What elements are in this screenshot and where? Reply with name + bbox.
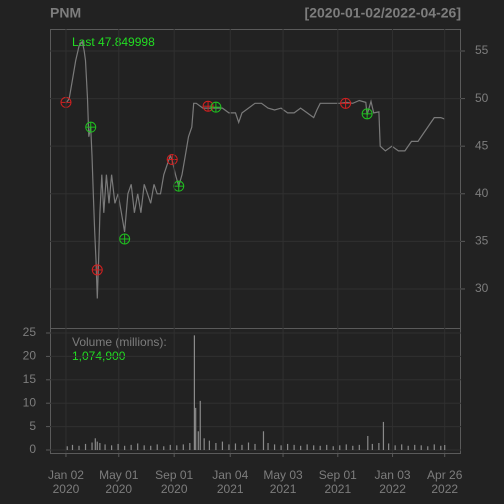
x-tick-label: May 01	[99, 468, 139, 482]
x-tick-year: 2020	[161, 482, 188, 496]
x-tick-year: 2021	[270, 482, 297, 496]
x-tick-label: Jan 03	[375, 468, 411, 482]
signal-marker	[166, 154, 178, 166]
x-tick-label: Sep 01	[319, 468, 357, 482]
x-tick-label: Jan 02	[48, 468, 84, 482]
x-tick-year: 2022	[431, 482, 458, 496]
x-tick-label: Sep 01	[155, 468, 193, 482]
signal-marker	[173, 180, 185, 192]
signal-marker	[210, 101, 222, 113]
signal-marker	[85, 121, 97, 133]
x-tick-year: 2020	[53, 482, 80, 496]
x-tick-label: May 03	[263, 468, 303, 482]
x-tick-label: Apr 26	[427, 468, 463, 482]
x-tick-year: 2020	[105, 482, 132, 496]
y-tick-label: 0	[29, 442, 36, 456]
chart-title: PNM	[50, 5, 81, 21]
y-tick-label: 45	[475, 138, 489, 152]
y-tick-label: 50	[475, 91, 489, 105]
y-tick-label: 25	[23, 325, 37, 339]
y-tick-label: 35	[475, 234, 489, 248]
y-tick-label: 5	[29, 419, 36, 433]
x-tick-label: Jan 04	[212, 468, 248, 482]
y-tick-label: 20	[23, 349, 37, 363]
x-tick-year: 2021	[324, 482, 351, 496]
signal-marker	[361, 108, 373, 120]
signal-marker	[340, 97, 352, 109]
volume-label: Volume (millions):	[72, 335, 167, 349]
y-tick-label: 30	[475, 281, 489, 295]
signal-marker	[91, 264, 103, 276]
y-tick-label: 40	[475, 186, 489, 200]
last-price: Last 47.849998	[72, 35, 155, 49]
date-range: [2020-01-02/2022-04-26]	[305, 5, 461, 21]
y-tick-label: 55	[475, 43, 489, 57]
y-tick-label: 15	[23, 372, 37, 386]
x-tick-year: 2022	[379, 482, 406, 496]
signal-marker	[119, 233, 131, 245]
y-tick-label: 10	[23, 395, 37, 409]
x-tick-year: 2021	[217, 482, 244, 496]
